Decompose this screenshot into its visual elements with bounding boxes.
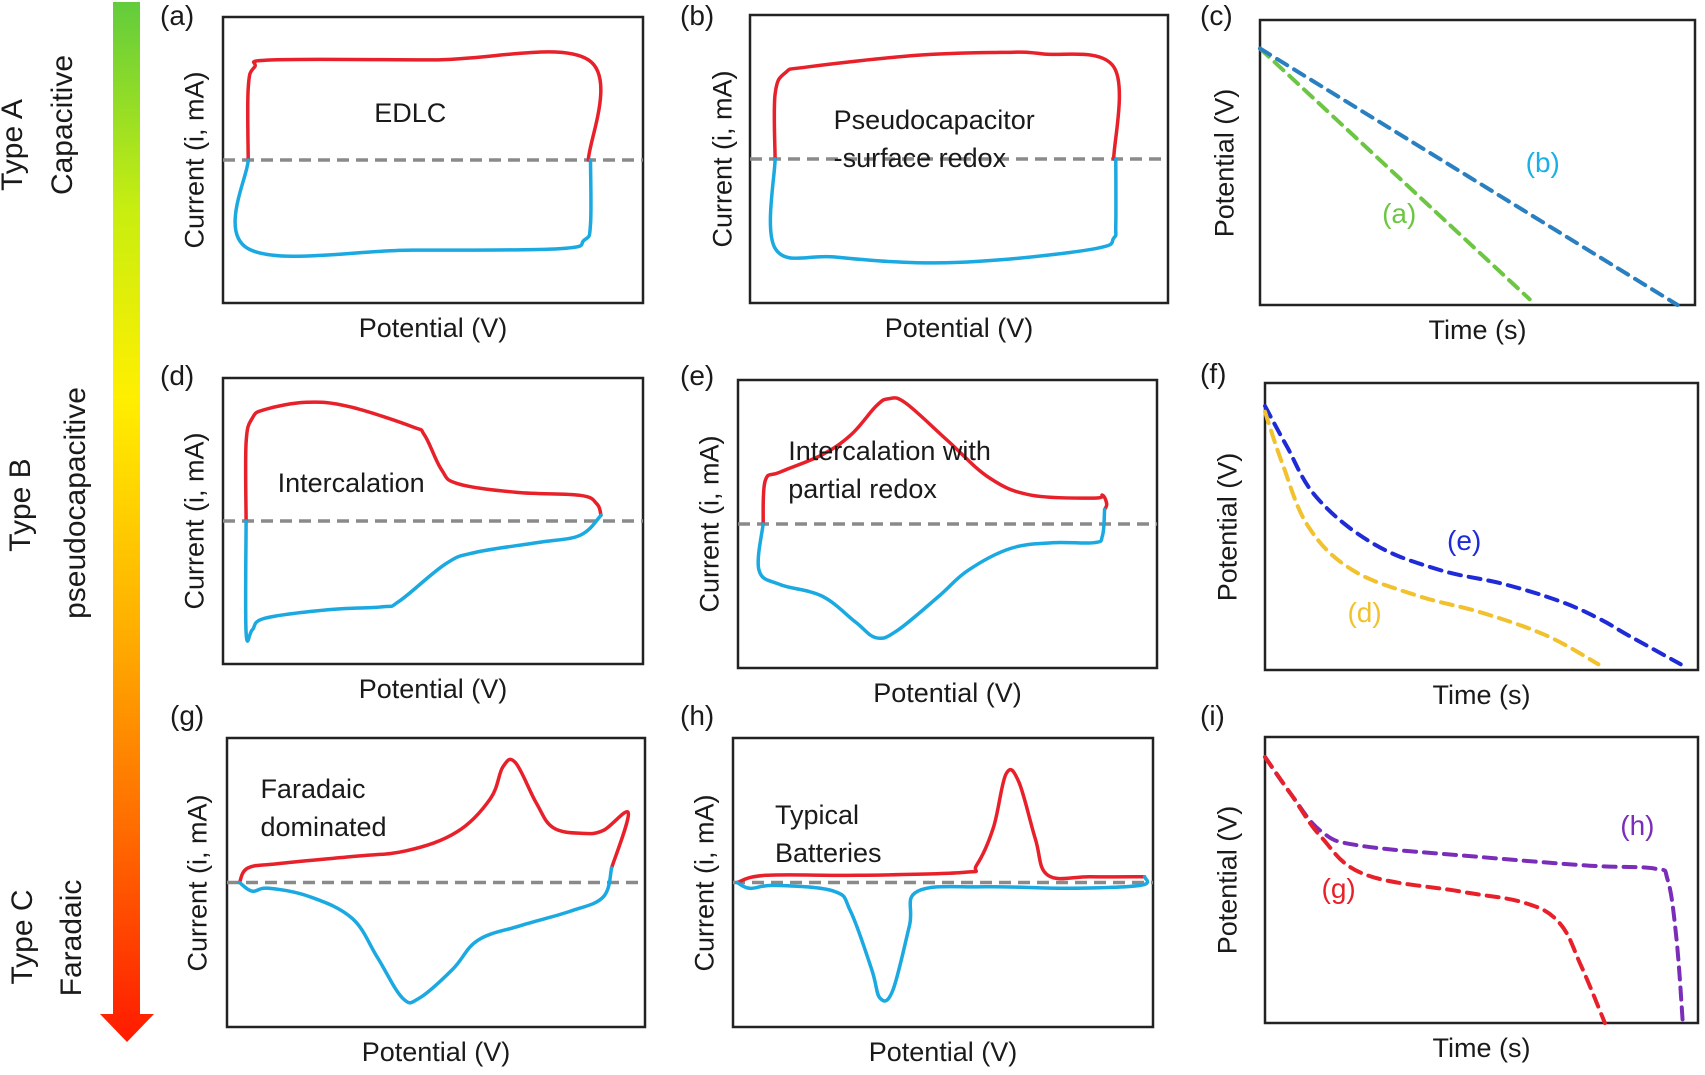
x-axis-label: Time (s) xyxy=(1428,315,1527,345)
panel-h xyxy=(731,736,1155,1029)
panel-f xyxy=(1263,381,1700,672)
gradient-arrow-icon xyxy=(100,2,154,1042)
panel-label: (a) xyxy=(160,0,195,31)
series-cathodic-line xyxy=(756,507,1107,641)
x-axis-label: Potential (V) xyxy=(361,1037,511,1067)
series-g-line xyxy=(1263,755,1607,1025)
panel-g xyxy=(225,736,647,1029)
series-cathodic-line xyxy=(237,866,614,1005)
panel-label: (g) xyxy=(170,700,205,731)
y-axis-label: Potential (V) xyxy=(1212,805,1243,955)
plot-annotation: Intercalation with partial redox xyxy=(788,435,991,504)
series-anodic-line xyxy=(237,757,631,885)
panel-label: (c) xyxy=(1200,0,1233,31)
panel-label: (f) xyxy=(1200,358,1227,389)
x-axis-label: Time (s) xyxy=(1432,680,1531,710)
panel-label: (i) xyxy=(1200,700,1225,731)
series-cathodic-line xyxy=(735,874,1150,1003)
x-axis-label: Potential (V) xyxy=(884,313,1034,343)
panel-label: (h) xyxy=(680,700,715,731)
y-axis-label: Current (i, mA) xyxy=(694,435,725,613)
panel-label: (b) xyxy=(680,0,715,31)
y-axis-label: Current (i, mA) xyxy=(179,432,210,610)
series-anodic-line xyxy=(245,50,603,162)
plot-annotation: EDLC xyxy=(374,98,447,129)
plot-annotation: Typical Batteries xyxy=(775,799,882,868)
series-label: (b) xyxy=(1525,146,1560,178)
series-label: (g) xyxy=(1321,872,1356,904)
series-cathodic-line xyxy=(233,158,593,259)
panel-c xyxy=(1258,18,1697,307)
series-b-line xyxy=(1258,46,1680,307)
panel-label: (e) xyxy=(680,360,715,391)
series-anodic-line xyxy=(772,50,1122,161)
series-label: (a) xyxy=(1382,197,1417,229)
panel-i xyxy=(1263,735,1700,1025)
plot-annotation: Pseudocapacitor -surface redox xyxy=(833,105,1035,174)
y-axis-label: Current (i, mA) xyxy=(182,793,213,972)
series-label: (d) xyxy=(1347,596,1382,628)
x-axis-label: Potential (V) xyxy=(873,678,1022,708)
series-cathodic-line xyxy=(243,513,603,643)
series-anodic-line xyxy=(761,396,1109,526)
y-axis-label: Current (i, mA) xyxy=(707,70,738,248)
series-cathodic-line xyxy=(768,157,1118,265)
series-anodic-line xyxy=(735,767,1147,885)
y-axis-label: Current (i, mA) xyxy=(689,793,720,972)
series-label: (h) xyxy=(1620,809,1655,841)
x-axis-label: Time (s) xyxy=(1432,1033,1531,1063)
series-e-line xyxy=(1263,404,1683,667)
series-a-line xyxy=(1258,46,1532,302)
series-label: (e) xyxy=(1447,524,1482,556)
x-axis-label: Potential (V) xyxy=(358,674,508,704)
panel-e xyxy=(736,378,1159,670)
y-axis-label: Current (i, mA) xyxy=(179,71,210,249)
panel-label: (d) xyxy=(160,360,195,391)
y-axis-label: Potential (V) xyxy=(1209,88,1240,237)
plot-frame xyxy=(1263,735,1700,1025)
panel-b xyxy=(748,13,1170,305)
plot-annotation: Intercalation xyxy=(277,467,425,498)
panel-a xyxy=(221,15,645,305)
series-anodic-line xyxy=(243,400,603,523)
series-d-line xyxy=(1263,409,1601,667)
y-axis-label: Potential (V) xyxy=(1212,452,1243,601)
plot-frame xyxy=(1258,18,1697,307)
plot-frame xyxy=(1263,381,1700,672)
x-axis-label: Potential (V) xyxy=(358,313,508,343)
x-axis-label: Potential (V) xyxy=(868,1037,1018,1067)
plot-annotation: Faradaic dominated xyxy=(260,773,387,842)
panel-d xyxy=(221,376,645,666)
